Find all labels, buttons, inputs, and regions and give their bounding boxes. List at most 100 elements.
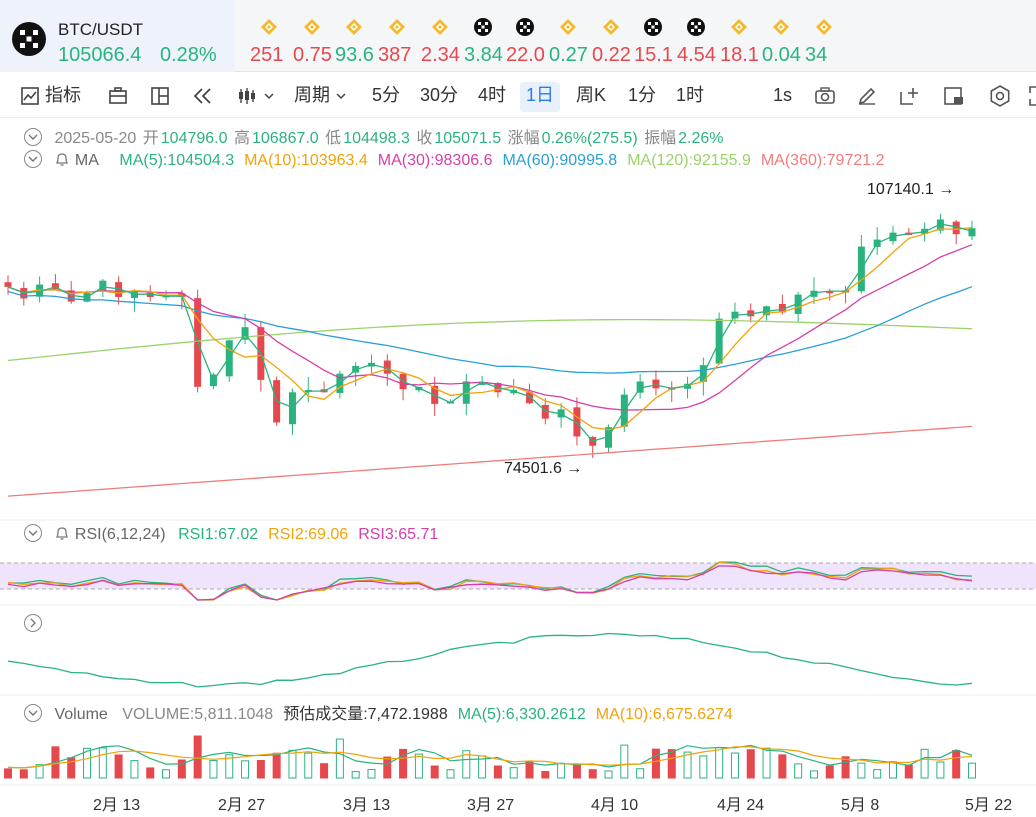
arrow-right-icon: → [566, 460, 583, 477]
volume-bar [146, 767, 155, 779]
candle-body [209, 374, 217, 387]
volume-bar [130, 760, 139, 779]
rsi-line-1 [7, 561, 973, 601]
interval-4h[interactable]: 4时 [478, 85, 507, 105]
volume-bar [936, 761, 945, 779]
ticker-item[interactable]: 93.6 [335, 18, 379, 68]
ticker-item[interactable]: 251 [250, 18, 294, 68]
draw-button[interactable] [857, 82, 877, 112]
bell-icon[interactable] [54, 525, 70, 541]
ticker-item[interactable]: 18.1 [720, 18, 764, 68]
volume-bar [952, 750, 961, 779]
ticker-value: 251 [250, 44, 284, 66]
volume-bar [730, 752, 739, 779]
candle-body [889, 232, 897, 242]
chart-toolbar: 指标 周期 5分 30分 4时 1日 周K 1分 1时 1s [0, 72, 1036, 118]
collapse-chevron-icon[interactable] [24, 704, 42, 722]
volume-name: Volume [54, 706, 108, 723]
seconds-button[interactable]: 1s [773, 85, 793, 105]
ticker-item[interactable]: 15.1 [634, 18, 678, 68]
replay-button[interactable] [192, 82, 214, 112]
ticker-value: 0.75 [293, 44, 332, 66]
interval-1m[interactable]: 1分 [628, 85, 657, 105]
interval-30m[interactable]: 30分 [420, 85, 459, 105]
volume-bar [557, 762, 566, 779]
okx-icon [516, 18, 534, 36]
main-pair[interactable]: BTC/USDT 105066.4 0.28% [0, 0, 235, 72]
interval-5m[interactable]: 5分 [372, 85, 401, 105]
layout-icon [151, 87, 169, 106]
expand-chevron-icon[interactable] [24, 614, 42, 632]
settings-button[interactable] [989, 82, 1011, 112]
template-button[interactable] [108, 82, 128, 112]
ticker-item[interactable]: 0.22 [592, 18, 636, 68]
layout-button[interactable] [150, 82, 170, 112]
volume-bar [888, 761, 897, 779]
candle-body [431, 385, 439, 404]
low-label: 低 [325, 130, 342, 147]
rsi-line-3 [7, 565, 973, 601]
volume-bar [620, 744, 629, 779]
volume-bar [699, 755, 708, 779]
volume-bar [367, 769, 376, 779]
candle-body [225, 340, 233, 377]
screenshot-button[interactable] [814, 82, 836, 112]
candle-body [336, 373, 344, 393]
save-button[interactable] [943, 82, 965, 112]
arrow-right-icon: → [938, 181, 955, 198]
chart-type-dropdown[interactable] [236, 82, 275, 112]
okx-icon [644, 18, 662, 36]
candle-body [146, 292, 154, 297]
candle-body [905, 232, 913, 235]
briefcase-icon [109, 87, 127, 105]
collapse-chevron-icon[interactable] [24, 150, 42, 168]
ticker-value: 3.84 [464, 44, 503, 66]
close-label: 收 [416, 130, 433, 147]
bell-icon[interactable] [54, 151, 70, 167]
ticker-item[interactable]: 2.34 [421, 18, 465, 68]
ticker-item[interactable]: 0.27 [549, 18, 593, 68]
volume-bar [525, 761, 534, 779]
ticker-item[interactable]: 3.84 [464, 18, 508, 68]
rsi-legend: RSI(6,12,24) RSI1:67.02 RSI2:69.06 RSI3:65… [24, 524, 450, 544]
volume-bar [904, 764, 913, 779]
interval-1d[interactable]: 1日 [520, 82, 561, 112]
collapse-chevron-icon[interactable] [24, 128, 42, 146]
ticker-value: 22.0 [506, 44, 545, 66]
open-value: 104796.0 [160, 130, 228, 147]
interval-weekly[interactable]: 周K [576, 85, 607, 105]
rewind-icon [193, 88, 211, 104]
indicators-button[interactable]: 指标 [20, 82, 81, 112]
candle-body [557, 409, 565, 418]
volume-bar [478, 755, 487, 779]
ma-legend-item: MA(360):79721.2 [760, 152, 885, 169]
fullscreen-button[interactable] [1028, 82, 1036, 112]
candle-body [494, 383, 502, 393]
interval-1h[interactable]: 1时 [676, 85, 705, 105]
volume-bar [114, 754, 123, 779]
candle-body [194, 298, 202, 387]
candle-body [747, 310, 755, 317]
x-axis-label: 2月 27 [218, 797, 266, 814]
candle-body [446, 401, 454, 404]
volume-bar [493, 765, 502, 779]
candlestick-icon [239, 88, 255, 105]
ticker-item[interactable]: 22.0 [506, 18, 550, 68]
ticker-item[interactable]: 34 [805, 18, 849, 68]
collapse-chevron-icon[interactable] [24, 524, 42, 542]
ticker-item[interactable]: 4.54 [677, 18, 721, 68]
bnb-icon [773, 19, 789, 35]
volume-bar [651, 748, 660, 779]
x-axis-label: 5月 8 [841, 797, 880, 814]
period-dropdown[interactable]: 周期 [294, 82, 347, 112]
ticker-item[interactable]: 0.04 [762, 18, 806, 68]
ma-legend-item: MA(60):90995.8 [502, 152, 618, 169]
ma60-line [7, 286, 973, 374]
ticker-item[interactable]: 387 [378, 18, 422, 68]
volume-bar [746, 749, 755, 779]
low-value: 104498.3 [343, 130, 410, 147]
ticker-item[interactable]: 0.75 [293, 18, 337, 68]
add-indicator-button[interactable] [899, 82, 921, 112]
candle-body [857, 246, 865, 292]
